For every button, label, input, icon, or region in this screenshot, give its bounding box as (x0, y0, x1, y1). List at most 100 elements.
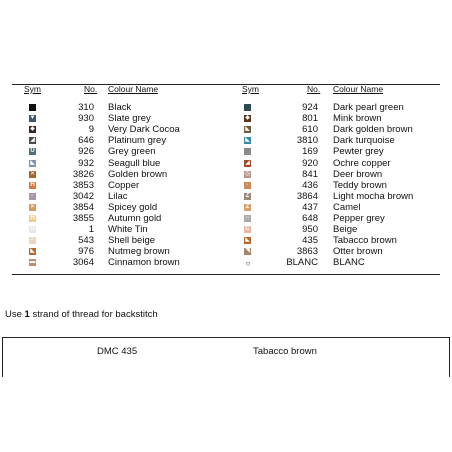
colour-key-row: ○ BLANC BLANC (0, 257, 452, 268)
thread-number: 3864 (296, 190, 318, 202)
colour-key-row: C 950 Beige (0, 224, 452, 235)
thread-number: 3853 (72, 179, 94, 191)
thread-symbol-icon (29, 104, 36, 111)
thread-number: 310 (78, 102, 94, 113)
header-colour-name-left: Colour Name (108, 84, 159, 94)
colour-key-row: ◢ 920 Ochre copper (0, 158, 452, 169)
colour-key-row: ┘ 543 Shell beige (0, 235, 452, 246)
thread-symbol-icon: ○ (244, 258, 252, 268)
thread-symbol-icon: ◆ (244, 115, 251, 123)
thread-symbol-icon: ◦ (29, 192, 36, 200)
thread-symbol-icon: H (29, 181, 36, 189)
thread-number: 924 (302, 102, 318, 113)
thread-number: 3854 (72, 201, 94, 213)
colour-key-row: ∩ 648 Pepper grey (0, 213, 452, 224)
colour-key-row: Z 437 Camel (0, 202, 452, 213)
thread-colour-name: Otter brown (333, 246, 383, 258)
thread-number: 3064 (72, 257, 94, 269)
thread-symbol-icon: U (29, 148, 36, 156)
thread-number: 9 (88, 124, 94, 136)
colour-key-row: ◎ 841 Deer brown (0, 169, 452, 180)
thread-number: 3863 (296, 246, 318, 258)
thread-colour-name: Copper (108, 179, 140, 191)
thread-symbol-icon: U (29, 226, 36, 234)
colour-key-row: H 3855 Autumn gold (0, 213, 452, 224)
colour-key-row: ◢ 646 Platinum grey (0, 135, 452, 146)
header-colour-name-right: Colour Name (333, 84, 384, 94)
thread-number: 543 (78, 235, 94, 247)
colour-key-row: 924 Dark pearl green (0, 102, 452, 113)
thread-number: 920 (302, 157, 318, 169)
colour-key-row: ◣ 976 Nutmeg brown (0, 246, 452, 257)
key-bottom-rule (12, 274, 440, 275)
thread-colour-name: Golden brown (108, 168, 168, 180)
thread-symbol-icon: ◣ (244, 237, 251, 245)
thread-number: 610 (302, 124, 318, 136)
backstitch-table (2, 337, 450, 377)
thread-number: 950 (302, 224, 318, 236)
thread-symbol-icon: C (244, 226, 251, 234)
colour-key-row: ▼ 930 Slate grey (0, 113, 452, 124)
colour-key-row: U 926 Grey green (0, 146, 452, 157)
thread-number: 169 (302, 146, 318, 158)
thread-symbol-icon: ◎ (244, 170, 251, 178)
colour-key-row: ◦ 3042 Lilac (0, 191, 452, 202)
thread-colour-name: Nutmeg brown (108, 246, 170, 258)
thread-number: 930 (78, 113, 94, 125)
thread-symbol-icon: Z (244, 203, 251, 211)
thread-symbol-icon: ◣ (29, 248, 36, 256)
header-top-rule (12, 84, 440, 85)
thread-number: 437 (302, 201, 318, 213)
thread-colour-name: Slate grey (108, 113, 151, 125)
colour-key-row: ✕ 3826 Golden brown (0, 169, 452, 180)
thread-symbol-icon: ✕ (29, 170, 36, 178)
thread-number: 435 (302, 235, 318, 247)
colour-key-row: ◣ 610 Dark golden brown (0, 124, 452, 135)
thread-symbol-icon: ◢ (29, 137, 36, 145)
thread-colour-name: Seagull blue (108, 157, 161, 169)
thread-colour-name: Camel (333, 201, 361, 213)
thread-symbol-icon: ◢ (244, 159, 251, 167)
thread-symbol-icon: ◣ (244, 126, 251, 134)
thread-number: 932 (78, 157, 94, 169)
thread-colour-name: Mink brown (333, 113, 382, 125)
backstitch-thread-number: DMC 435 (97, 346, 138, 357)
thread-colour-name: Dark turquoise (333, 135, 395, 147)
thread-colour-name: Pewter grey (333, 146, 384, 158)
thread-colour-name: Platinum grey (108, 135, 167, 147)
header-sym-left: Sym (24, 84, 41, 94)
thread-number: BLANC (286, 257, 318, 269)
thread-colour-name: Autumn gold (108, 213, 162, 224)
thread-symbol-icon: ◣ (29, 159, 36, 167)
colour-key-row: ◆ 801 Mink brown (0, 113, 452, 124)
thread-number: 436 (302, 179, 318, 191)
backstitch-thread-name: Tabacco brown (253, 346, 317, 357)
thread-colour-name: Deer brown (333, 168, 383, 180)
thread-symbol-icon: ◣ (244, 137, 251, 145)
backstitch-instruction: Use 1 strand of thread for backstitch (5, 309, 158, 321)
thread-number: 926 (78, 146, 94, 158)
thread-symbol-icon (244, 104, 251, 111)
colour-key-row: Z 3864 Light mocha brown (0, 191, 452, 202)
thread-symbol-icon: ◆ (29, 126, 36, 134)
thread-colour-name: Very Dark Cocoa (108, 124, 180, 136)
instruction-strand-count: 1 (24, 309, 30, 320)
thread-colour-name: BLANC (333, 257, 365, 269)
thread-number: 841 (302, 168, 318, 180)
thread-number: 648 (302, 213, 318, 224)
thread-colour-name: Dark pearl green (333, 102, 404, 113)
colour-key-row: ✕ 3854 Spicey gold (0, 202, 452, 213)
colour-key-row: 169 Pewter grey (0, 146, 452, 157)
thread-colour-name: Black (108, 102, 132, 113)
thread-colour-name: Light mocha brown (333, 190, 414, 202)
thread-symbol-icon: ▼ (29, 115, 36, 123)
colour-key-row: ◆ 9 Very Dark Cocoa (0, 124, 452, 135)
thread-symbol-icon: ◥ (244, 248, 251, 256)
thread-number: 1 (88, 224, 94, 236)
thread-colour-name: Grey green (108, 146, 156, 158)
header-sym-right: Sym (242, 84, 259, 94)
instruction-suffix: strand of thread for backstitch (29, 309, 158, 320)
thread-colour-name: Teddy brown (333, 179, 387, 191)
thread-colour-name: White Tin (108, 224, 148, 236)
thread-colour-name: Spicey gold (108, 201, 158, 213)
